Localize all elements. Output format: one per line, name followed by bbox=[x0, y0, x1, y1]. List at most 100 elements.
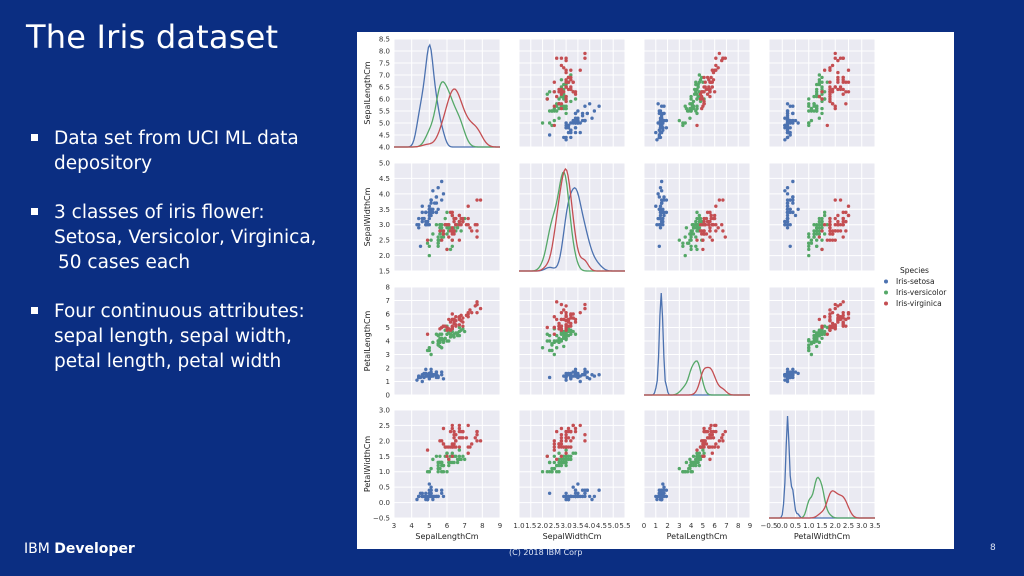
data-point-Iris-virginica bbox=[564, 429, 568, 434]
data-point-Iris-setosa bbox=[564, 378, 568, 382]
data-point-Iris-virginica bbox=[712, 445, 717, 449]
data-point-Iris-virginica bbox=[552, 332, 557, 336]
data-point-Iris-setosa bbox=[796, 207, 800, 211]
data-point-Iris-virginica bbox=[712, 68, 717, 72]
data-point-Iris-versicolor bbox=[817, 328, 822, 332]
data-point-Iris-virginica bbox=[552, 104, 557, 108]
data-point-Iris-setosa bbox=[661, 207, 665, 211]
panel-PetalWidthCm-vs-SepalLengthCm bbox=[393, 409, 501, 519]
data-point-Iris-versicolor bbox=[683, 253, 687, 258]
data-point-Iris-versicolor bbox=[545, 92, 549, 96]
data-point-Iris-versicolor bbox=[690, 470, 694, 474]
data-point-Iris-versicolor bbox=[689, 244, 693, 249]
data-point-Iris-versicolor bbox=[447, 463, 451, 468]
data-point-Iris-versicolor bbox=[809, 109, 814, 113]
data-point-Iris-setosa bbox=[592, 494, 597, 499]
data-point-Iris-virginica bbox=[583, 439, 587, 443]
data-point-Iris-virginica bbox=[583, 302, 587, 307]
data-point-Iris-setosa bbox=[791, 210, 795, 215]
data-point-Iris-setosa bbox=[436, 375, 440, 380]
data-point-Iris-virginica bbox=[841, 223, 845, 227]
data-point-Iris-versicolor bbox=[697, 73, 702, 77]
data-point-Iris-setosa bbox=[785, 185, 790, 190]
data-point-Iris-setosa bbox=[661, 216, 665, 221]
data-point-Iris-virginica bbox=[717, 51, 722, 56]
data-point-Iris-virginica bbox=[545, 454, 549, 458]
panel-SepalLengthCm-vs-PetalLengthCm bbox=[643, 38, 751, 148]
bullet-line: depository bbox=[54, 153, 153, 174]
data-point-Iris-setosa bbox=[576, 109, 580, 113]
data-point-Iris-virginica bbox=[844, 229, 848, 233]
data-point-Iris-versicolor bbox=[557, 116, 561, 120]
data-point-Iris-setosa bbox=[417, 223, 421, 227]
data-point-Iris-setosa bbox=[566, 126, 571, 130]
data-point-Iris-versicolor bbox=[545, 339, 549, 343]
data-point-Iris-setosa bbox=[659, 497, 664, 502]
data-point-Iris-versicolor bbox=[562, 97, 566, 101]
data-point-Iris-virginica bbox=[450, 423, 454, 428]
data-point-Iris-setosa bbox=[662, 111, 666, 116]
data-point-Iris-virginica bbox=[564, 451, 568, 455]
data-point-Iris-virginica bbox=[717, 439, 722, 443]
data-point-Iris-setosa bbox=[434, 210, 439, 215]
data-point-Iris-virginica bbox=[714, 56, 718, 60]
data-point-Iris-virginica bbox=[828, 312, 832, 316]
data-point-Iris-virginica bbox=[720, 223, 724, 227]
data-point-Iris-versicolor bbox=[557, 463, 561, 468]
data-point-Iris-setosa bbox=[662, 195, 666, 199]
data-point-Iris-virginica bbox=[545, 97, 549, 101]
data-point-Iris-virginica bbox=[457, 238, 462, 242]
data-point-Iris-virginica bbox=[703, 80, 707, 84]
data-point-Iris-setosa bbox=[583, 104, 587, 108]
data-point-Iris-versicolor bbox=[434, 223, 439, 227]
data-point-Iris-setosa bbox=[597, 488, 601, 492]
data-point-Iris-virginica bbox=[468, 308, 472, 312]
data-point-Iris-virginica bbox=[559, 102, 564, 106]
data-point-Iris-setosa bbox=[661, 128, 665, 132]
data-point-Iris-virginica bbox=[704, 442, 709, 446]
data-point-Iris-versicolor bbox=[683, 235, 687, 239]
data-point-Iris-setosa bbox=[657, 488, 662, 492]
data-point-Iris-virginica bbox=[457, 423, 462, 428]
data-point-Iris-versicolor bbox=[454, 454, 458, 458]
data-point-Iris-setosa bbox=[580, 118, 585, 123]
data-point-Iris-virginica bbox=[721, 229, 725, 233]
data-point-Iris-virginica bbox=[710, 451, 715, 455]
data-point-Iris-virginica bbox=[466, 216, 470, 221]
data-point-Iris-setosa bbox=[783, 116, 787, 120]
data-point-Iris-setosa bbox=[573, 126, 578, 130]
data-point-Iris-virginica bbox=[559, 87, 564, 92]
bullet-line: Setosa, Versicolor, Virginica, bbox=[54, 227, 317, 248]
data-point-Iris-virginica bbox=[564, 85, 568, 89]
data-point-Iris-versicolor bbox=[552, 109, 557, 113]
data-point-Iris-virginica bbox=[562, 66, 566, 70]
data-point-Iris-virginica bbox=[712, 213, 717, 218]
data-point-Iris-versicolor bbox=[691, 223, 696, 227]
data-point-Iris-virginica bbox=[846, 213, 851, 218]
data-point-Iris-virginica bbox=[583, 306, 587, 311]
data-point-Iris-versicolor bbox=[550, 470, 554, 474]
data-point-Iris-setosa bbox=[587, 494, 592, 499]
data-point-Iris-virginica bbox=[445, 328, 449, 332]
data-point-Iris-virginica bbox=[833, 302, 837, 307]
data-point-Iris-setosa bbox=[573, 118, 578, 123]
data-point-Iris-setosa bbox=[785, 116, 790, 120]
data-point-Iris-setosa bbox=[564, 135, 568, 140]
data-point-Iris-virginica bbox=[708, 219, 712, 224]
data-point-Iris-virginica bbox=[841, 316, 845, 320]
x-axis-label: PetalLengthCm bbox=[667, 532, 728, 541]
data-point-Iris-virginica bbox=[830, 325, 835, 330]
data-point-Iris-virginica bbox=[708, 432, 712, 437]
data-point-Iris-virginica bbox=[820, 247, 824, 252]
data-point-Iris-setosa bbox=[420, 219, 424, 224]
x-tick-label: 2.5 bbox=[843, 522, 854, 530]
y-tick-label: 4.0 bbox=[379, 144, 390, 152]
data-point-Iris-versicolor bbox=[436, 343, 440, 347]
data-point-Iris-virginica bbox=[478, 439, 483, 443]
x-tick-label: 5.5 bbox=[619, 522, 630, 530]
x-tick-label: 4.0 bbox=[584, 522, 595, 530]
data-point-Iris-setosa bbox=[662, 491, 666, 496]
data-point-Iris-setosa bbox=[420, 379, 424, 384]
data-point-Iris-virginica bbox=[452, 429, 456, 434]
data-point-Iris-virginica bbox=[459, 313, 463, 318]
